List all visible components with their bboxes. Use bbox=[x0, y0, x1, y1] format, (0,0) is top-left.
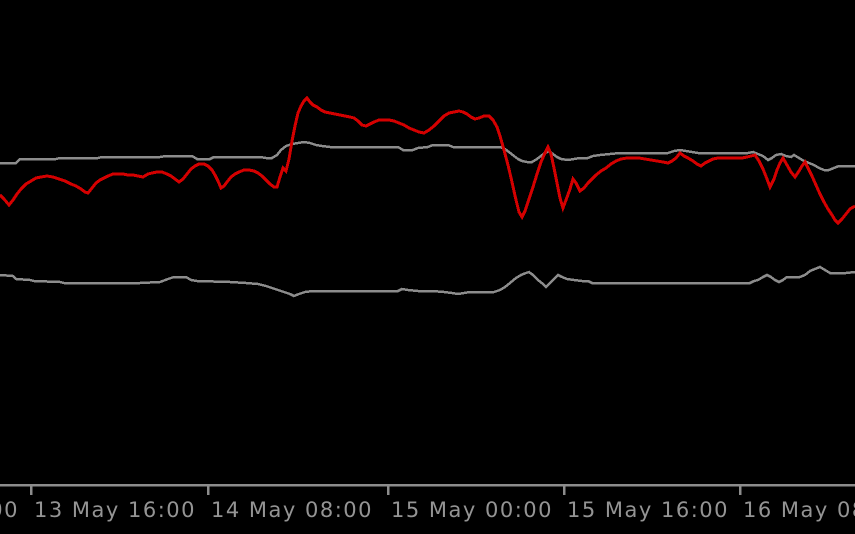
x-tick-label: 13 May 00:00 bbox=[0, 498, 19, 522]
x-tick-label: 14 May 08:00 bbox=[211, 498, 373, 522]
series-main-series bbox=[0, 95, 855, 226]
x-tick-label: 15 May 16:00 bbox=[567, 498, 729, 522]
x-tick-label: 13 May 16:00 bbox=[34, 498, 196, 522]
x-axis bbox=[0, 483, 855, 495]
x-tick-label: 16 May 08:00 bbox=[743, 498, 855, 522]
series-lower-band bbox=[0, 265, 855, 298]
series-layer bbox=[0, 95, 855, 298]
x-tick-label: 15 May 00:00 bbox=[391, 498, 553, 522]
x-tick-labels: 13 May 00:00 13 May 16:00 14 May 08:00 15 M… bbox=[0, 498, 855, 522]
series-upper-band bbox=[0, 140, 855, 172]
